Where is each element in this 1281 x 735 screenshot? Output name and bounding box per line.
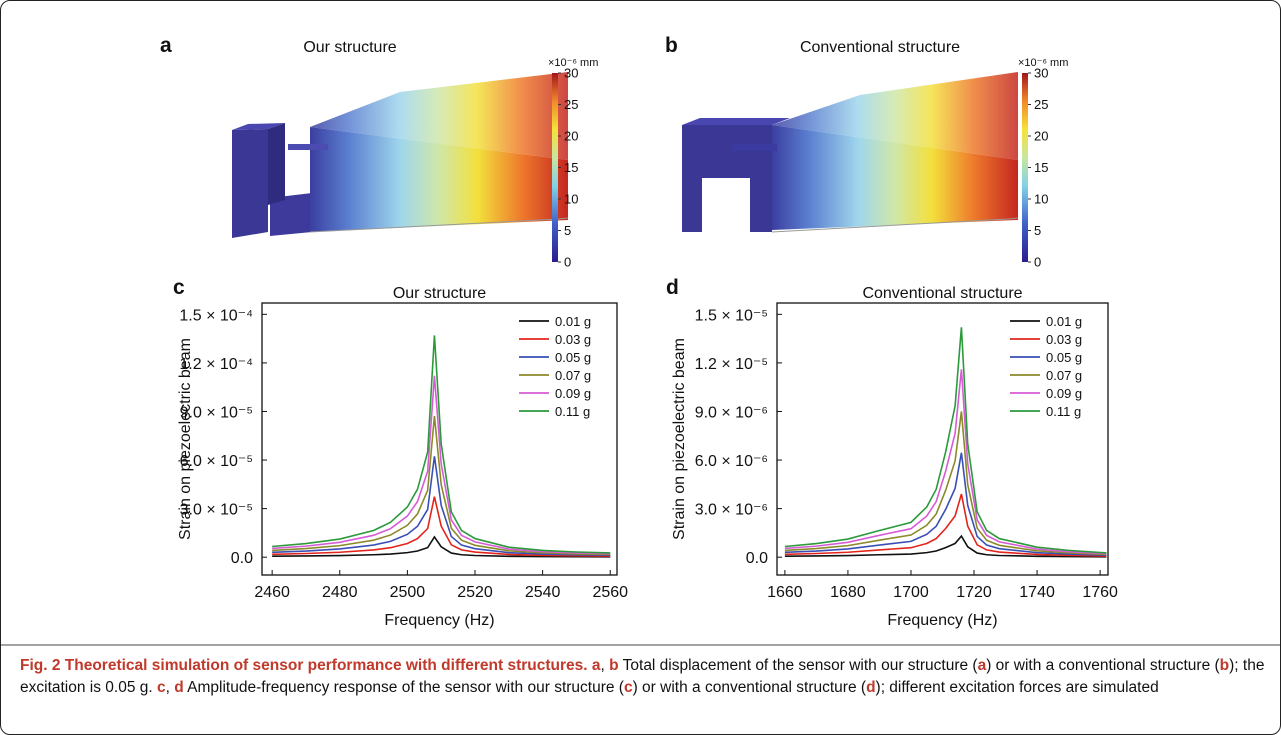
x-tick-label: 1720 — [956, 584, 992, 601]
series-line — [272, 456, 610, 555]
legend-label: 0.01 g — [1046, 314, 1082, 329]
colorbar-tick-label: 15 — [1034, 160, 1048, 175]
caption-bold: d — [174, 679, 183, 696]
caption-bold: d — [866, 679, 875, 696]
caption-bold: c — [624, 679, 633, 696]
x-tick-label: 1700 — [893, 584, 929, 601]
colorbar — [552, 73, 558, 262]
caption-text: ) or with a conventional structure ( — [986, 657, 1219, 674]
caption-bold: Fig. 2 Theoretical simulation of sensor … — [20, 657, 601, 674]
colorbar-tick-label: 0 — [564, 255, 571, 270]
x-axis-label: Frequency (Hz) — [384, 612, 494, 629]
legend-label: 0.03 g — [555, 332, 591, 347]
legend-label: 0.05 g — [555, 350, 591, 365]
figure: aOur structure×10⁻⁶ mm051015202530bConve… — [0, 0, 1281, 735]
y-tick-label: 1.5 × 10⁻⁵ — [695, 307, 768, 324]
legend-label: 0.07 g — [1046, 368, 1082, 383]
caption-bold: b — [609, 657, 618, 674]
colorbar-tick-label: 25 — [564, 97, 578, 112]
x-tick-label: 1660 — [767, 584, 803, 601]
legend-label: 0.01 g — [555, 314, 591, 329]
x-tick-label: 1680 — [830, 584, 866, 601]
caption-text: , — [166, 679, 175, 696]
y-tick-label: 3.0 × 10⁻⁶ — [695, 502, 768, 519]
colorbar-tick-label: 10 — [564, 192, 578, 207]
colorbar-tick-label: 0 — [1034, 255, 1041, 270]
colorbar-tick-label: 20 — [564, 129, 578, 144]
y-axis-label: Strain on piezoelectric beam — [671, 338, 688, 540]
caption-text: ); different excitation forces are simul… — [876, 679, 1159, 696]
x-tick-label: 1760 — [1082, 584, 1118, 601]
colorbar-tick-label: 5 — [1034, 223, 1041, 238]
x-tick-label: 1740 — [1019, 584, 1055, 601]
y-axis-label: Strain on piezoelectric beam — [177, 338, 194, 540]
colorbar-tick-label: 20 — [1034, 129, 1048, 144]
colorbar-tick-label: 10 — [1034, 192, 1048, 207]
render-our-structure — [232, 72, 568, 238]
y-tick-label: 0.0 — [746, 550, 768, 567]
x-tick-label: 2500 — [390, 584, 426, 601]
colorbar — [1022, 73, 1028, 262]
caption-text: , — [601, 657, 610, 674]
legend-label: 0.07 g — [555, 368, 591, 383]
y-tick-label: 6.0 × 10⁻⁶ — [695, 453, 768, 470]
colorbar-tick-label: 30 — [564, 66, 578, 81]
panel-title: Our structure — [303, 39, 396, 56]
x-tick-label: 2520 — [457, 584, 493, 601]
legend-label: 0.11 g — [1046, 404, 1081, 419]
colorbar-tick-label: 15 — [564, 160, 578, 175]
x-tick-label: 2460 — [254, 584, 290, 601]
y-tick-label: 0.0 — [231, 550, 253, 567]
x-tick-label: 2480 — [322, 584, 358, 601]
legend-label: 0.09 g — [1046, 386, 1082, 401]
chart-title: Our structure — [393, 285, 486, 302]
legend-label: 0.05 g — [1046, 350, 1082, 365]
legend-label: 0.03 g — [1046, 332, 1082, 347]
y-tick-label: 1.5 × 10⁻⁴ — [179, 307, 253, 324]
caption-text: ) or with a conventional structure ( — [633, 679, 866, 696]
colorbar-tick-label: 25 — [1034, 97, 1048, 112]
caption-text: Amplitude-frequency response of the sens… — [184, 679, 624, 696]
colorbar-tick-label: 30 — [1034, 66, 1048, 81]
caption-bold: a — [978, 657, 987, 674]
caption-bold: c — [157, 679, 166, 696]
x-axis-label: Frequency (Hz) — [887, 612, 997, 629]
y-tick-label: 9.0 × 10⁻⁶ — [695, 404, 768, 421]
panel-letter: d — [666, 276, 679, 299]
legend-label: 0.11 g — [555, 404, 590, 419]
panel-letter: c — [173, 276, 185, 299]
panel-letter: b — [665, 34, 678, 57]
caption-bold: b — [1220, 657, 1229, 674]
y-tick-label: 1.2 × 10⁻⁵ — [695, 356, 768, 373]
colorbar-tick-label: 5 — [564, 223, 571, 238]
panel-letter: a — [160, 34, 172, 57]
x-tick-label: 2560 — [592, 584, 628, 601]
panel-title: Conventional structure — [800, 39, 960, 56]
render-conventional-structure — [682, 72, 1018, 232]
caption: Fig. 2 Theoretical simulation of sensor … — [20, 655, 1265, 699]
series-line — [785, 411, 1107, 554]
chart-title: Conventional structure — [862, 285, 1022, 302]
caption-text: Total displacement of the sensor with ou… — [619, 657, 978, 674]
x-tick-label: 2540 — [525, 584, 561, 601]
legend-label: 0.09 g — [555, 386, 591, 401]
